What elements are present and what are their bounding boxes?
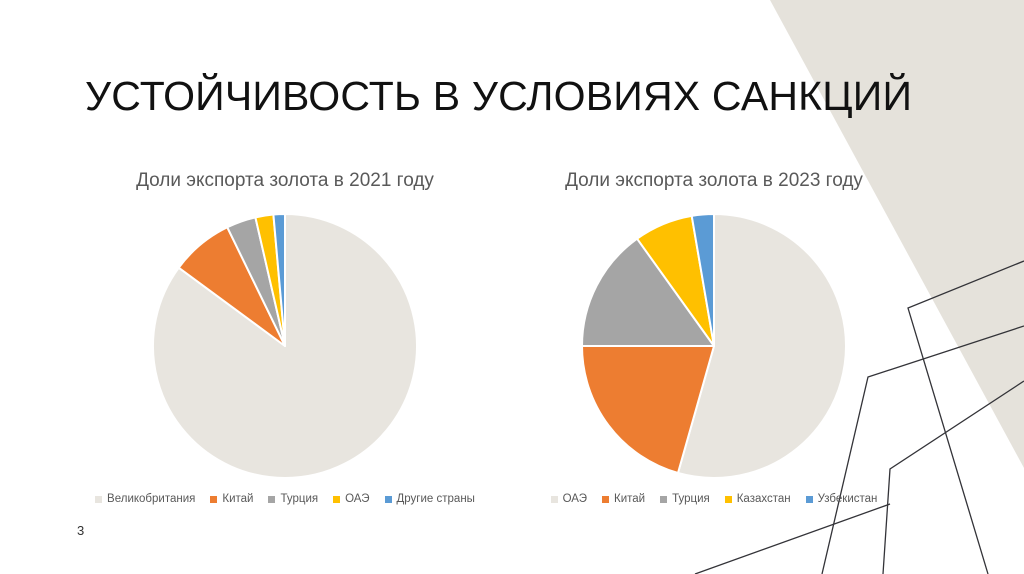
slide-title: УСТОЙЧИВОСТЬ В УСЛОВИЯХ САНКЦИЙ	[85, 73, 913, 119]
legend-label: Турция	[280, 493, 319, 505]
corner-accent-triangle	[770, 0, 1024, 468]
chart-title: Доли экспорта золота в 2023 году	[565, 170, 863, 191]
legend-label: Великобритания	[107, 493, 196, 505]
pie-slice-Турция	[581, 237, 715, 347]
legend-item: ОАЭ	[550, 493, 587, 505]
pie-slice-Узбекистан	[690, 212, 715, 347]
decor-line	[907, 260, 1024, 574]
legend-item: Узбекистан	[805, 493, 878, 505]
legend-item: Другие страны	[384, 493, 475, 505]
legend-marker	[384, 495, 392, 503]
legend-marker	[210, 495, 218, 503]
decor-line	[821, 325, 1024, 574]
pie-slice-Китай	[581, 345, 715, 474]
legend-label: Китай	[222, 493, 254, 505]
pie-graphic	[581, 212, 847, 479]
legend-item: Турция	[268, 493, 318, 505]
legend-label: ОАЭ	[562, 493, 587, 505]
legend-marker	[333, 495, 341, 503]
legend-marker	[805, 495, 813, 503]
decor-lines-group	[694, 260, 1024, 574]
pie-chart-2023: Доли экспорта золота в 2023 году ОАЭ Кита…	[519, 170, 909, 515]
pie-wrap	[90, 211, 480, 481]
chart-title: Доли экспорта золота в 2021 году	[136, 170, 434, 191]
legend-item: Китай	[602, 493, 645, 505]
legend-label: Турция	[672, 493, 710, 505]
pie-slice-Другие страны	[272, 212, 286, 347]
legend-label: Узбекистан	[817, 493, 878, 505]
legend-label: Китай	[614, 493, 646, 505]
legend-marker	[602, 495, 609, 503]
pie-slice-Великобритания	[152, 213, 418, 479]
legend-marker	[550, 495, 558, 503]
legend-item: ОАЭ	[333, 493, 370, 505]
chart-legend: Великобритания Китай Турция ОАЭ Другие стран…	[90, 493, 480, 505]
legend-marker	[95, 495, 103, 503]
page-number: 3	[77, 523, 85, 538]
legend-marker	[724, 495, 732, 503]
decor-line	[694, 503, 891, 574]
legend-item: Китай	[210, 493, 253, 505]
legend-item: Великобритания	[95, 493, 195, 505]
legend-item: Казахстан	[724, 493, 791, 505]
legend-marker	[660, 495, 668, 503]
legend-label: Казахстан	[736, 493, 791, 505]
pie-slice-ОАЭ	[676, 213, 847, 479]
legend-label: ОАЭ	[345, 493, 370, 505]
legend-label: Другие страны	[396, 493, 475, 505]
legend-item: Турция	[660, 493, 710, 505]
decor-line	[882, 380, 1024, 574]
legend-marker	[268, 495, 276, 503]
pie-wrap	[519, 211, 909, 481]
chart-legend: ОАЭ Китай Турция Казахстан Узбекистан	[519, 493, 909, 505]
pie-graphic	[152, 212, 418, 479]
pie-chart-2021: Доли экспорта золота в 2021 году Великоб…	[90, 170, 480, 515]
